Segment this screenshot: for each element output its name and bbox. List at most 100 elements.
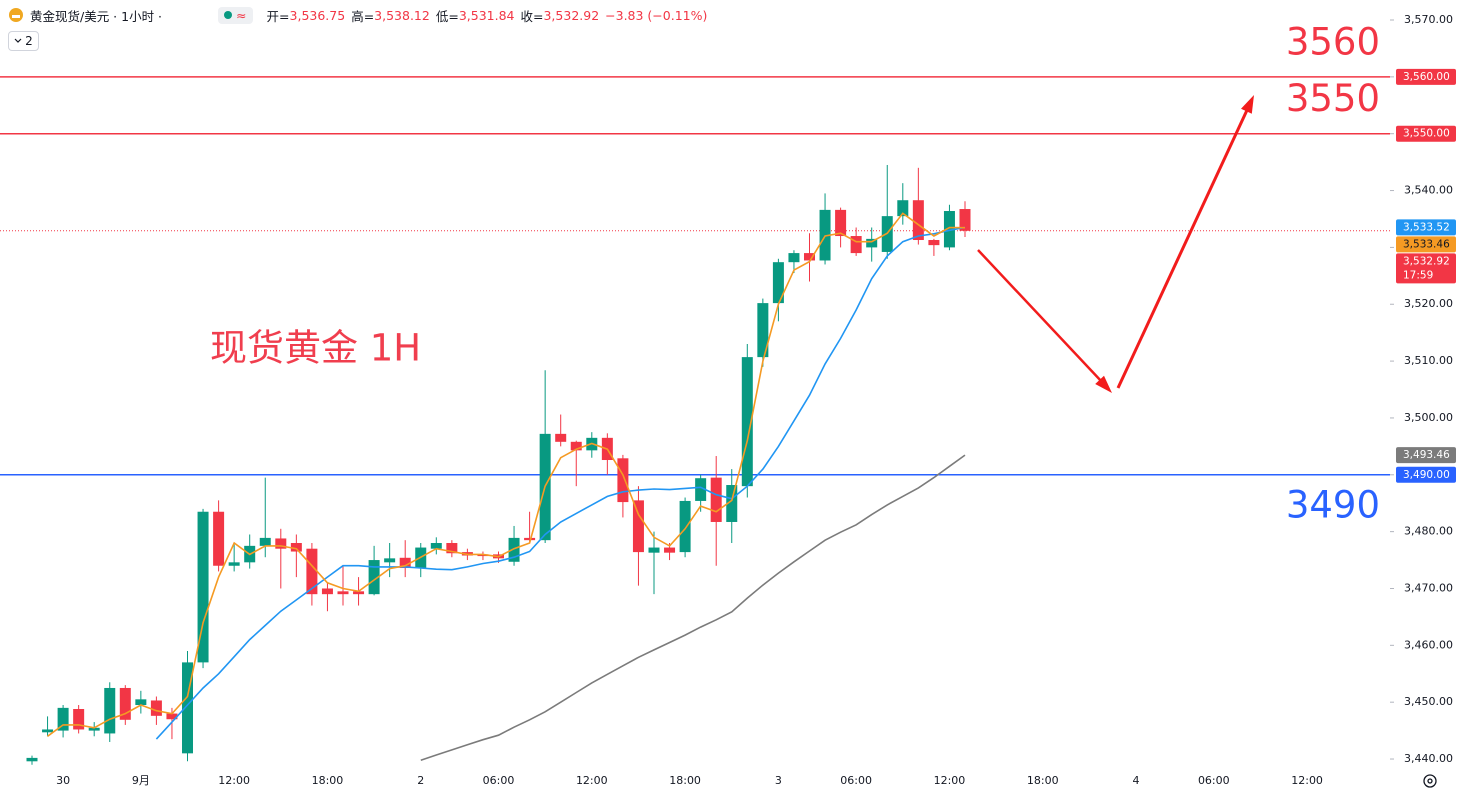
arrow-up xyxy=(1116,95,1254,389)
y-tick-label: 3,570.00 xyxy=(1404,13,1453,26)
x-tick-label: 06:00 xyxy=(1198,774,1230,787)
level-label: 3560 xyxy=(1286,20,1380,63)
indicators-toggle[interactable]: 2 xyxy=(8,31,39,51)
gear[interactable] xyxy=(1423,774,1437,788)
ohlc-key: 收= xyxy=(520,8,544,24)
candle-body xyxy=(555,433,567,442)
candle-body xyxy=(446,543,458,554)
ohlc-value: 3,538.12 xyxy=(374,7,430,23)
y-tick-label: 3,480.00 xyxy=(1404,525,1453,538)
candle-body xyxy=(88,727,100,731)
candle-body xyxy=(804,253,815,261)
candle-body xyxy=(943,211,955,248)
status-dot xyxy=(224,11,233,19)
y-tick-label: 3,500.00 xyxy=(1404,411,1453,424)
y-tick-label: 3,510.00 xyxy=(1404,354,1453,367)
x-tick-label: 30 xyxy=(56,774,70,787)
candle-body xyxy=(353,591,365,595)
candle-body xyxy=(399,557,411,569)
candle-body xyxy=(726,485,738,522)
candle-body xyxy=(679,500,691,553)
candle-body xyxy=(275,538,287,549)
candle-body xyxy=(710,477,722,522)
badge-bg xyxy=(1396,219,1456,236)
candle-body xyxy=(664,547,676,553)
candle-body xyxy=(524,537,536,541)
plot-area xyxy=(0,76,1390,765)
arrow-head xyxy=(1241,95,1254,114)
candle-body xyxy=(197,511,209,663)
candle-body xyxy=(741,357,753,487)
badge-bg xyxy=(1396,68,1456,85)
candle-body xyxy=(104,687,116,734)
x-tick-label: 12:00 xyxy=(1291,774,1323,787)
badge-bg xyxy=(1396,466,1456,483)
candle-body xyxy=(73,709,85,730)
badge-text[interactable]: ≈ xyxy=(236,7,247,23)
candle-body xyxy=(648,547,660,553)
candle-body xyxy=(850,236,862,254)
ohlc-key: 低= xyxy=(435,8,459,24)
candle-body xyxy=(213,511,225,566)
candle-body xyxy=(772,262,784,304)
candle-body xyxy=(928,240,940,246)
candle-body xyxy=(337,591,349,595)
x-tick-label: 18:00 xyxy=(312,774,344,787)
indicators-count[interactable]: 2 xyxy=(25,34,33,48)
arrow-down xyxy=(977,249,1112,393)
candle-body xyxy=(290,543,302,552)
price-badge: 3,560.00 xyxy=(1396,68,1456,85)
candle-body xyxy=(228,562,240,566)
candle-body xyxy=(788,253,800,263)
y-tick-label: 3,450.00 xyxy=(1404,695,1453,708)
x-tick-label: 9月 xyxy=(132,774,150,787)
price-badge: 3,490.00 xyxy=(1396,466,1456,483)
candle-body xyxy=(135,699,147,706)
candle-body xyxy=(757,303,769,358)
price-badge: 3,533.46 xyxy=(1396,236,1456,253)
candle-body xyxy=(150,700,162,716)
candle-body xyxy=(570,441,582,451)
arrow-head xyxy=(1095,375,1112,393)
candle-body xyxy=(119,687,131,720)
candles xyxy=(26,164,971,765)
badge-label: 3,532.92 xyxy=(1403,255,1450,267)
candle-body xyxy=(695,478,707,501)
chevron[interactable] xyxy=(14,38,22,44)
badge-label: 3,550.00 xyxy=(1403,128,1450,140)
candle-body xyxy=(384,558,396,563)
annotation: 现货黄金 1H xyxy=(210,327,421,370)
x-tick-label: 3 xyxy=(775,774,782,787)
candle-body xyxy=(477,554,489,557)
x-tick-label: 2 xyxy=(417,774,424,787)
symbol-icon xyxy=(9,8,23,22)
gear-hub[interactable] xyxy=(1427,778,1433,784)
arrow-shaft xyxy=(1116,107,1250,389)
price-badge: 3,532.92 17:59 xyxy=(1396,253,1456,284)
x-tick-label: 06:00 xyxy=(840,774,872,787)
candle-body xyxy=(819,209,831,261)
price-badge: 3,550.00 xyxy=(1396,125,1456,142)
candle-body xyxy=(368,560,380,595)
candle-body xyxy=(259,537,271,546)
settings-icon[interactable] xyxy=(1423,774,1437,788)
change: −3.83 (−0.11%) xyxy=(605,7,708,23)
symbol[interactable]: 黄金现货/美元 · 1小时 · xyxy=(30,8,163,24)
y-tick-label: 3,470.00 xyxy=(1404,581,1453,594)
badge-bg xyxy=(1396,447,1456,464)
x-tick-label: 12:00 xyxy=(576,774,608,787)
indicator-badge[interactable]: ≈ xyxy=(218,6,253,24)
x-tick-label: 18:00 xyxy=(1027,774,1059,787)
badge-label: 17:59 xyxy=(1403,269,1433,281)
x-tick-label: 12:00 xyxy=(934,774,966,787)
badge-bg xyxy=(1396,253,1456,284)
x-tick-label: 12:00 xyxy=(218,774,250,787)
x-tick-label: 4 xyxy=(1133,774,1140,787)
candle-body xyxy=(897,200,909,217)
candle-body xyxy=(26,757,38,762)
x-tick-label: 18:00 xyxy=(669,774,701,787)
badge-label: 3,533.52 xyxy=(1403,221,1450,233)
candle-body xyxy=(42,729,54,733)
